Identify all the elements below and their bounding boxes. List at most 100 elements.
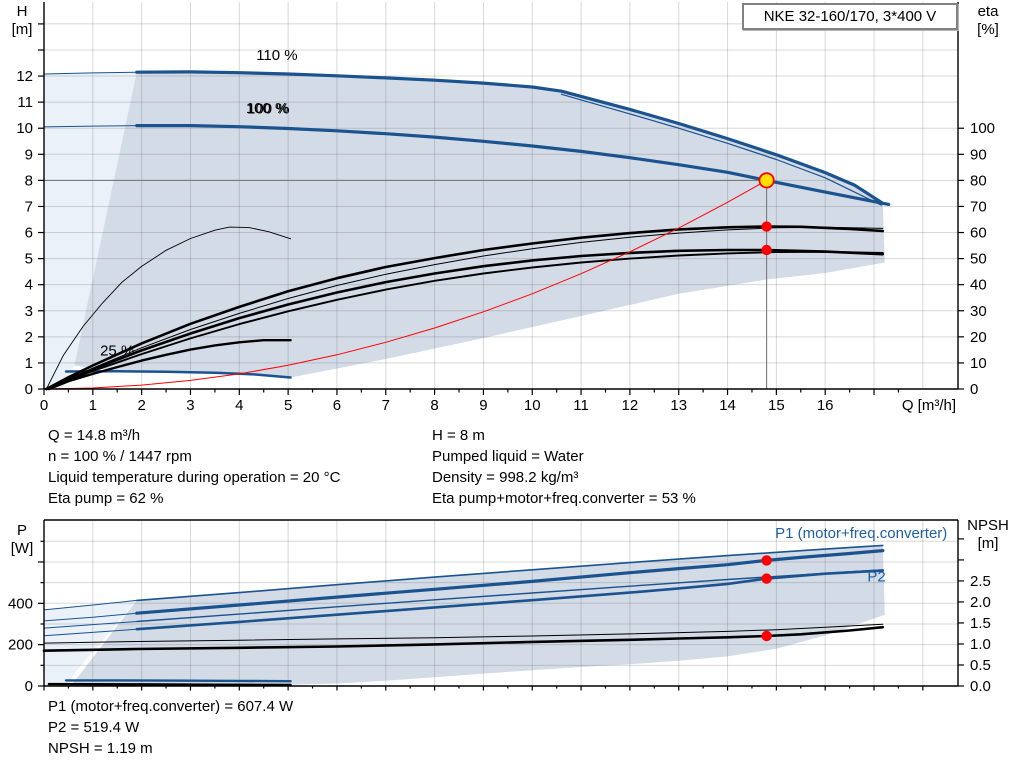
- p-curve-25: [64, 679, 292, 683]
- p-axis-symbol: P: [16, 522, 27, 539]
- tick-label-y-left: 400: [8, 595, 33, 612]
- npsh-axis-unit: [m]: [977, 535, 999, 552]
- p1-100-thin: [43, 612, 138, 622]
- tick-label-x: 9: [479, 397, 487, 414]
- tick-label-x: 12: [622, 397, 639, 414]
- y-axis-header-head: H [m]: [6, 3, 38, 39]
- eta-pump-100: [45, 225, 885, 391]
- p1-dot: [761, 555, 772, 566]
- p-axis-unit: [W]: [10, 540, 34, 557]
- speed-label-100: 100 %: [246, 100, 289, 117]
- tick-label-y-right: 20: [970, 329, 987, 346]
- tick-label-y-right: 80: [970, 172, 987, 189]
- tick-label-x: 5: [284, 397, 292, 414]
- eta-total-110: [45, 250, 884, 390]
- p1-110-thin: [43, 599, 138, 611]
- operating-envelope-power: [72, 545, 885, 686]
- tick-label-y-right: 50: [970, 251, 987, 268]
- h110-inner-thin: [560, 93, 882, 206]
- npsh-curve-100: [42, 625, 885, 652]
- power-info: P1 (motor+freq.converter) = 607.4 W P2 =…: [48, 696, 293, 759]
- tick-label-y-left: 11: [17, 94, 33, 111]
- info-h: H = 8 m: [432, 427, 485, 444]
- tick-label-y-left: 0: [25, 678, 33, 695]
- info-npsh: NPSH = 1.19 m: [48, 740, 153, 757]
- tick-label-y-right: 0: [970, 381, 978, 398]
- npsh-curve-25: [47, 682, 292, 687]
- tick-label-x: 15: [768, 397, 785, 414]
- eta-pump-110: [45, 226, 884, 390]
- eta-pump-dot: [761, 221, 772, 232]
- tick-label-y-left: 1: [25, 355, 33, 372]
- info-liquid-temp: Liquid temperature during operation = 20…: [48, 469, 341, 486]
- tick-label-x: 6: [333, 397, 341, 414]
- tick-label-y-right: 2.0: [970, 594, 991, 611]
- p1-curve-100: [135, 549, 885, 615]
- h-curve-25: [64, 370, 292, 379]
- tick-label-y-right: 0.5: [970, 657, 991, 674]
- envelope-light: [44, 72, 137, 389]
- tick-label-y-left: 7: [25, 198, 33, 215]
- duty-info-left: Q = 14.8 m³/h n = 100 % / 1447 rpm Liqui…: [48, 425, 340, 509]
- tick-label-y-right: 30: [970, 303, 987, 320]
- p2-curve-100: [135, 569, 885, 631]
- tick-label-y-right: 2.5: [970, 573, 991, 590]
- tick-label-x: 13: [670, 397, 687, 414]
- speed-label-110: 110 %: [256, 47, 297, 64]
- tick-label-y-left: 12: [16, 68, 33, 85]
- tick-label-y-left: 5: [25, 251, 33, 268]
- info-p2: P2 = 519.4 W: [48, 719, 140, 736]
- p2-100-thin: [43, 628, 138, 637]
- operating-envelope: [74, 71, 885, 378]
- info-speed: n = 100 % / 1447 rpm: [48, 448, 192, 465]
- y-axis-header-npsh: NPSH [m]: [958, 517, 1018, 553]
- p2-curve-label: P2: [867, 569, 885, 586]
- tick-label-y-left: 200: [8, 637, 33, 654]
- tick-label-y-right: 10: [970, 355, 987, 372]
- tick-label-y-right: 90: [970, 146, 987, 163]
- npsh-axis-symbol: NPSH: [967, 517, 1009, 534]
- tick-label-x: 1: [89, 397, 97, 414]
- tick-label-x: 4: [235, 397, 243, 414]
- h-curve-100: [135, 124, 891, 206]
- p2-dot: [761, 573, 772, 584]
- tick-label-y-left: 4: [25, 277, 33, 294]
- npsh-dot: [761, 630, 772, 642]
- p2-110-thin: [43, 621, 138, 629]
- tick-label-x: 11: [573, 397, 589, 414]
- info-p1: P1 (motor+freq.converter) = 607.4 W: [48, 698, 294, 715]
- eta-total-100: [45, 248, 885, 391]
- eta-25-bell: [45, 226, 292, 390]
- tick-label-y-right: 1.0: [970, 636, 991, 653]
- npsh-upper-thin: [43, 623, 884, 644]
- tick-label-y-left: 6: [25, 225, 33, 242]
- h-curve-110: [135, 70, 885, 205]
- eta-total-dot: [761, 244, 772, 256]
- info-eta-pump: Eta pump = 62 %: [48, 490, 164, 507]
- tick-label-y-right: 40: [970, 277, 987, 294]
- tick-label-x: 7: [382, 397, 390, 414]
- head-efficiency-chart: 110 %100 %25 %0 1 2 3 4 5 6 7 8 9 10 11 12 13 14 15 1601…: [16, 2, 995, 414]
- tick-label-y-right: 70: [970, 198, 987, 215]
- eta-axis-symbol: eta: [977, 3, 999, 20]
- tick-label-y-left: 3: [25, 303, 33, 320]
- info-q: Q = 14.8 m³/h: [48, 427, 141, 444]
- x-axis-label: Q [m³/h]: [901, 397, 956, 414]
- envelope-light-power: [44, 600, 137, 686]
- tick-label-x: 2: [137, 397, 145, 414]
- duty-point: [758, 172, 775, 189]
- p1-curve-110: [136, 544, 884, 602]
- speed-label-25: 25 %: [100, 343, 134, 360]
- tick-label-x: 0: [40, 397, 48, 414]
- system-curve: [43, 179, 768, 390]
- info-pumped-liquid: Pumped liquid = Water: [432, 448, 584, 465]
- tick-label-y-left: 8: [25, 172, 33, 189]
- y-axis-header-eta: eta [%]: [964, 3, 1012, 39]
- h110-thin: [43, 71, 138, 75]
- tick-label-y-right: 60: [970, 225, 987, 242]
- tick-label-x: 10: [524, 397, 541, 414]
- tick-label-x: 14: [719, 397, 736, 414]
- y-axis-header-power: P [W]: [6, 522, 38, 558]
